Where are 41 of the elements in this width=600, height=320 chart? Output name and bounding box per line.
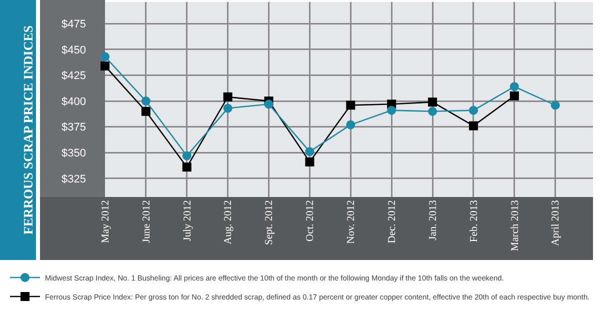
y-tick-label: $400	[62, 96, 86, 108]
x-tick-label: Oct. 2012	[305, 200, 316, 242]
point	[346, 100, 356, 110]
point	[100, 61, 110, 70]
x-tick-label: Nov. 2012	[346, 200, 358, 244]
y-tick-label: $450	[62, 44, 86, 56]
point	[223, 92, 232, 102]
x-tick-label: July 2012	[182, 200, 194, 242]
point	[305, 157, 314, 166]
point	[141, 96, 150, 106]
point	[468, 106, 478, 115]
point	[387, 106, 396, 115]
y-axis-title: FERROUS SCRAP PRICE INDICES	[20, 25, 36, 234]
x-tick-label: June 2012	[141, 200, 152, 243]
point	[428, 98, 438, 107]
point	[141, 106, 150, 116]
point	[510, 91, 519, 100]
x-tick-label: Feb. 2013	[468, 200, 480, 242]
point	[468, 121, 478, 130]
x-tick-label: Jan. 2013	[428, 200, 439, 240]
y-tick-label: $350	[62, 147, 86, 160]
point	[428, 106, 438, 116]
x-tick-label: April 2013	[550, 200, 562, 246]
point	[182, 162, 192, 172]
point	[346, 120, 356, 130]
point	[182, 151, 192, 160]
y-tick-label: $475	[62, 18, 86, 31]
x-tick-label: May 2012	[100, 200, 112, 243]
point	[305, 147, 314, 156]
point	[264, 100, 274, 109]
x-tick-label: Dec. 2012	[386, 200, 398, 244]
point	[510, 82, 519, 92]
point	[550, 100, 560, 110]
point	[100, 52, 110, 62]
x-tick-label: Aug. 2012	[223, 200, 234, 244]
y-tick-label: $325	[62, 173, 86, 186]
point	[223, 104, 232, 113]
x-tick-label: March 2013	[510, 200, 521, 252]
x-tick-label: Sept. 2012	[264, 200, 276, 246]
y-tick-label: $425	[62, 70, 86, 82]
y-tick-label: $375	[62, 122, 86, 134]
